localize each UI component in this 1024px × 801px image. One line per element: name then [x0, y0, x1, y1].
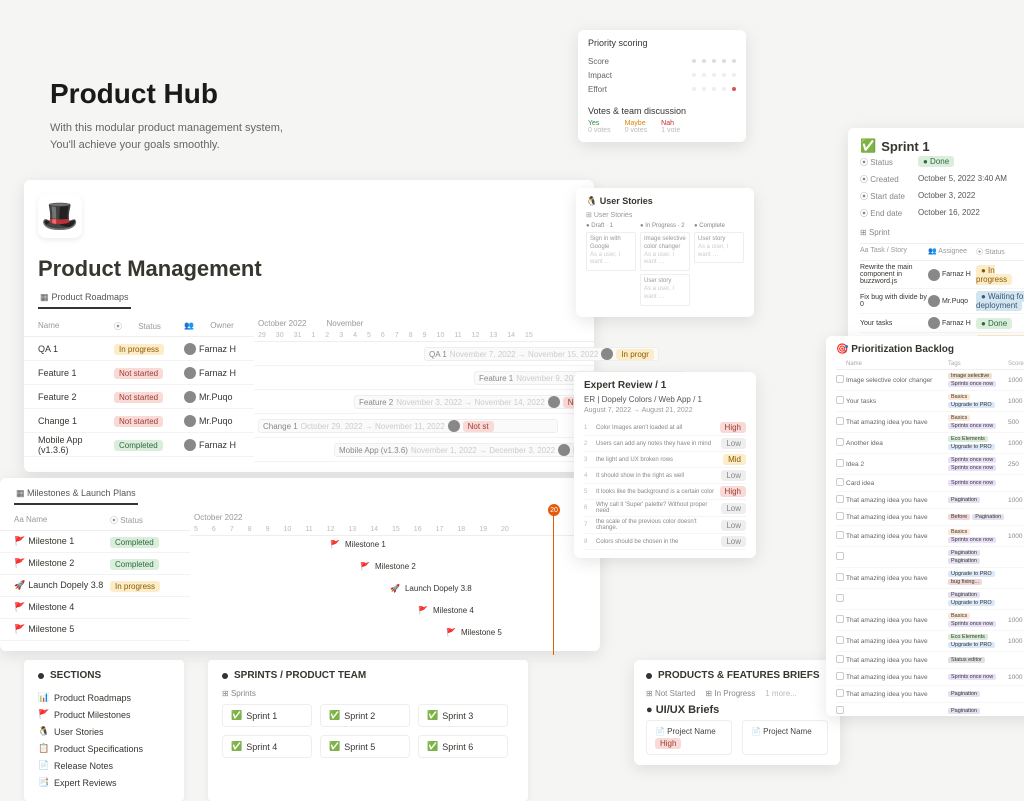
backlog-row[interactable]: Your tasksBasicsUpgrade to PRO1000⋯: [836, 391, 1024, 412]
tab-roadmaps[interactable]: ▦Product Roadmaps: [38, 292, 131, 309]
col-headers: Name⦿ Status👥 Owner: [24, 317, 254, 337]
backlog-row[interactable]: That amazing idea you haveStatus editor⋯: [836, 652, 1024, 669]
section-link[interactable]: 📋Product Specifications: [38, 740, 170, 757]
section-link[interactable]: 📄Release Notes: [38, 757, 170, 774]
sprints-title: SPRINTS / PRODUCT TEAM: [222, 670, 514, 681]
hero: Product Hub With this modular product ma…: [50, 78, 283, 153]
roadmap-table: Name⦿ Status👥 Owner QA 1In progressFarna…: [24, 317, 254, 462]
hero-subtitle: With this modular product management sys…: [50, 120, 283, 153]
sprints-card: SPRINTS / PRODUCT TEAM ⊞ Sprints ✅Sprint…: [208, 660, 528, 801]
backlog-row[interactable]: Card ideaSprints once now⋯: [836, 475, 1024, 492]
section-link[interactable]: 📊Product Roadmaps: [38, 689, 170, 706]
backlog-card: 🎯 Prioritization Backlog NameTagsScore I…: [826, 336, 1024, 716]
backlog-row[interactable]: That amazing idea you haveBasicsSprints …: [836, 610, 1024, 631]
sprint-box[interactable]: ✅Sprint 1: [222, 704, 312, 727]
backlog-row[interactable]: That amazing idea you haveUpgrade to PRO…: [836, 568, 1024, 589]
backlog-row[interactable]: That amazing idea you havePagination1000…: [836, 492, 1024, 509]
milestone-row[interactable]: 🚩Milestone 5: [0, 619, 190, 641]
sprint-box[interactable]: ✅Sprint 5: [320, 735, 410, 758]
backlog-row[interactable]: That amazing idea you haveEco ElementsUp…: [836, 631, 1024, 652]
tophat-icon: 🎩: [38, 194, 82, 238]
uiux-briefs-title: ● UI/UX Briefs: [646, 704, 828, 716]
priority-card: Priority scoring ScoreImpactEffort Votes…: [578, 30, 746, 142]
roadmap-row[interactable]: Feature 1Not startedFarnaz H: [24, 361, 254, 385]
backlog-row[interactable]: That amazing idea you haveBasicsSprints …: [836, 526, 1024, 547]
sections-title: SECTIONS: [38, 670, 170, 681]
sprint-box[interactable]: ✅Sprint 6: [418, 735, 508, 758]
briefs-card: PRODUCTS & FEATURES BRIEFS ⊞ Not Started…: [634, 660, 840, 765]
user-stories-card: 🐧 User Stories ⊞ User Stories ● Draft · …: [576, 188, 754, 317]
expert-review-card: Expert Review / 1 ER | Dopely Colors / W…: [574, 372, 756, 558]
roadmap-row[interactable]: Change 1Not startedMr.Puqo: [24, 409, 254, 433]
roadmap-timeline: October 2022November 2930311234567891011…: [254, 317, 594, 462]
brief-tabs[interactable]: ⊞ Not Started ⊞ In Progress 1 more...: [646, 689, 828, 698]
sprint-box[interactable]: ✅Sprint 2: [320, 704, 410, 727]
task-row[interactable]: Rewrite the main component in buzzword.j…: [860, 261, 1024, 289]
backlog-row[interactable]: That amazing idea you haveBasicsSprints …: [836, 412, 1024, 433]
backlog-row[interactable]: Pagination⋯: [836, 703, 1024, 716]
backlog-row[interactable]: Image selective color changerImage selec…: [836, 370, 1024, 391]
section-link[interactable]: 🚩Product Milestones: [38, 706, 170, 723]
backlog-row[interactable]: That amazing idea you havePagination⋯: [836, 686, 1024, 703]
milestone-row[interactable]: 🚩Milestone 2Completed: [0, 553, 190, 575]
hero-title: Product Hub: [50, 78, 283, 110]
milestone-row[interactable]: 🚩Milestone 4: [0, 597, 190, 619]
roadmap-row[interactable]: Mobile App (v1.3.6)CompletedFarnaz H: [24, 433, 254, 457]
pm-title: Product Management: [38, 256, 594, 282]
milestone-row[interactable]: 🚀Launch Dopely 3.8In progress: [0, 575, 190, 597]
sprint-box[interactable]: ✅Sprint 4: [222, 735, 312, 758]
milestones-panel: ▦ Milestones & Launch Plans Aa Name⦿ Sta…: [0, 478, 600, 651]
backlog-row[interactable]: PaginationPagination⋯: [836, 547, 1024, 568]
task-row[interactable]: Fix bug with divide by 0Mr.Puqo● Waiting…: [860, 289, 1024, 314]
roadmap-row[interactable]: QA 1In progressFarnaz H: [24, 337, 254, 361]
backlog-row[interactable]: Another ideaEco ElementsUpgrade to PRO10…: [836, 433, 1024, 454]
product-management-panel: 🎩 Product Management ▦Product Roadmaps N…: [24, 180, 594, 472]
section-link[interactable]: 📑Expert Reviews: [38, 774, 170, 791]
sections-card: SECTIONS 📊Product Roadmaps🚩Product Miles…: [24, 660, 184, 801]
milestones-table: Aa Name⦿ Status 🚩Milestone 1Completed🚩Mi…: [0, 511, 190, 641]
today-marker: 20: [548, 504, 560, 516]
brief-box[interactable]: 📄 Project Name: [742, 720, 828, 755]
backlog-row[interactable]: PaginationUpgrade to PRO⋯: [836, 589, 1024, 610]
section-link[interactable]: 🐧User Stories: [38, 723, 170, 740]
tab-milestones[interactable]: ▦ Milestones & Launch Plans: [14, 488, 138, 505]
brief-box[interactable]: 📄 Project NameHigh: [646, 720, 732, 755]
backlog-row[interactable]: Idea 2Sprints once nowSprints once now25…: [836, 454, 1024, 475]
sprint-box[interactable]: ✅Sprint 3: [418, 704, 508, 727]
roadmap-row[interactable]: Feature 2Not startedMr.Puqo: [24, 385, 254, 409]
backlog-row[interactable]: That amazing idea you haveSprints once n…: [836, 669, 1024, 686]
milestone-row[interactable]: 🚩Milestone 1Completed: [0, 531, 190, 553]
task-row[interactable]: Your tasksFarnaz H● Done: [860, 314, 1024, 333]
bottom-row: SECTIONS 📊Product Roadmaps🚩Product Miles…: [24, 660, 528, 801]
backlog-row[interactable]: That amazing idea you haveBeforePaginati…: [836, 509, 1024, 526]
milestones-timeline: October 2022 567891011121314151617181920…: [190, 511, 600, 641]
